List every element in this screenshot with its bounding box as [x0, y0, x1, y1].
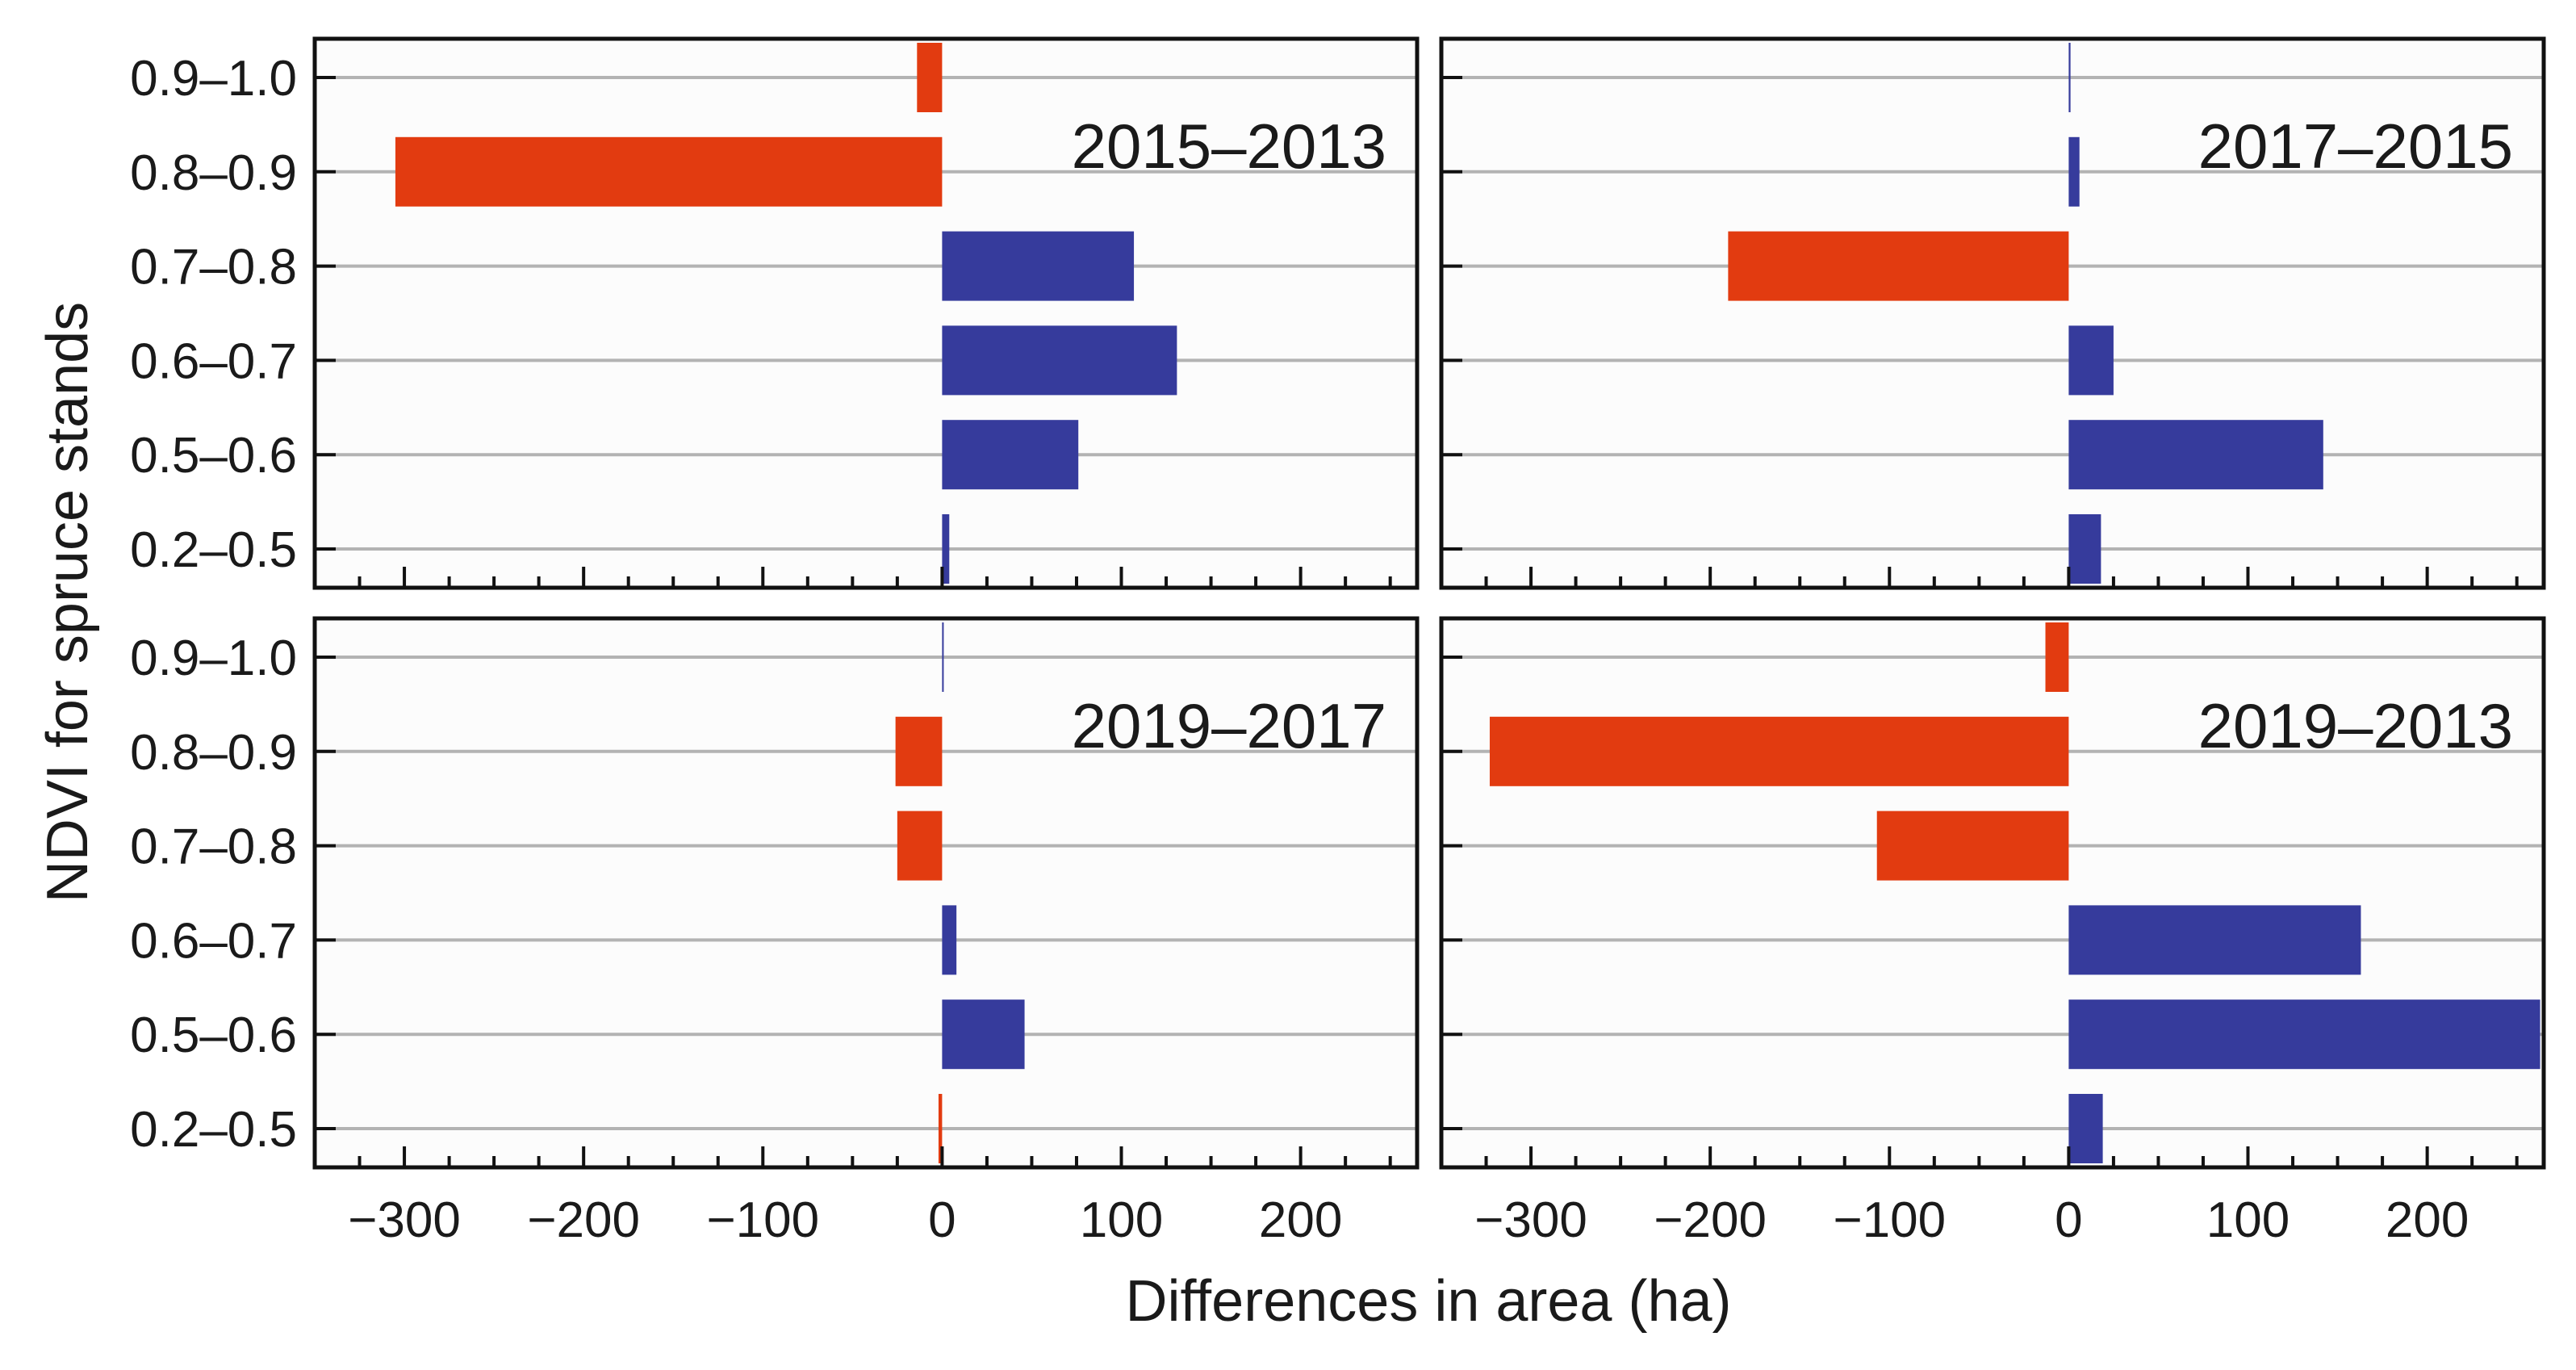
bar	[917, 43, 943, 112]
bar	[2068, 1094, 2103, 1163]
panel-title: 2019–2013	[2198, 690, 2513, 761]
bar	[942, 231, 1135, 301]
x-tick-label: 100	[1080, 1192, 1163, 1248]
x-tick-label: 0	[2055, 1192, 2082, 1248]
y-tick-label: 0.9–1.0	[130, 631, 297, 686]
bar	[2068, 136, 2080, 207]
axis-ticks	[313, 656, 1392, 1167]
panel-top-right: 2017–2015	[1439, 36, 2546, 590]
y-tick-labels: 0.9–1.0 0.8–0.9 0.7–0.8 0.6–0.7 0.5–0.6 0.2–0…	[130, 51, 297, 578]
bar	[2068, 325, 2114, 396]
x-tick-label: 0	[928, 1192, 956, 1248]
bar	[942, 905, 957, 975]
panel-title: 2017–2015	[2198, 111, 2513, 182]
y-tick-label: 0.2–0.5	[130, 1102, 297, 1158]
x-tick-label: −100	[1833, 1192, 1946, 1248]
axis-ticks	[1440, 76, 2519, 588]
plot-area	[315, 39, 1417, 588]
x-axis-title: Differences in area (ha)	[1125, 1269, 1731, 1334]
bar	[2068, 999, 2540, 1070]
x-tick-label: 200	[2386, 1192, 2469, 1248]
bar	[395, 136, 943, 207]
y-tick-label: 0.2–0.5	[130, 522, 297, 578]
y-tick-label: 0.9–1.0	[130, 51, 297, 107]
panel-title: 2015–2013	[1072, 111, 1386, 182]
bar	[895, 716, 943, 786]
gridlines	[315, 76, 1417, 551]
x-tick-label: −200	[527, 1192, 640, 1248]
axis-ticks	[313, 76, 1392, 588]
plot-frame	[312, 616, 1420, 1170]
x-tick-label: 100	[2206, 1192, 2290, 1248]
bar	[942, 622, 944, 692]
plot-frame	[312, 36, 1420, 590]
y-tick-label: 0.8–0.9	[130, 725, 297, 781]
x-tick-label: −100	[706, 1192, 819, 1248]
bar	[1489, 716, 2069, 786]
y-tick-label: 0.7–0.8	[130, 819, 297, 875]
bar	[2068, 43, 2071, 112]
panel-top-left: 2015–2013 0.9–1.00.8–0.90.7–0.80.6–0.70.…	[130, 36, 1420, 590]
bar	[897, 811, 943, 881]
panel-title: 2019–2017	[1072, 690, 1386, 761]
bar	[942, 420, 1079, 490]
plot-area	[1441, 39, 2544, 588]
bar	[942, 325, 1177, 396]
x-tick-label: −300	[348, 1192, 461, 1248]
x-tick-label: −300	[1474, 1192, 1587, 1248]
x-tick-labels: −300 −200 −100 0 100 200	[1474, 1192, 2469, 1248]
x-tick-labels: −300 −200 −100 0 100 200	[348, 1192, 1342, 1248]
plot-area	[315, 618, 1417, 1167]
y-tick-label: 0.5–0.6	[130, 428, 297, 484]
bar	[942, 999, 1025, 1070]
bar	[942, 514, 950, 584]
y-tick-label: 0.6–0.7	[130, 913, 297, 969]
panel-bottom-left: 2019–2017 0.9–1.00.8–0.90.7–0.80.6–0.70.…	[130, 616, 1420, 1248]
y-tick-label: 0.6–0.7	[130, 333, 297, 389]
y-tick-label: 0.8–0.9	[130, 145, 297, 201]
bar	[938, 1094, 943, 1163]
y-tick-label: 0.5–0.6	[130, 1008, 297, 1063]
plot-frame	[1439, 616, 2546, 1170]
bars	[1489, 622, 2540, 1163]
x-tick-label: −200	[1654, 1192, 1767, 1248]
y-tick-labels: 0.9–1.0 0.8–0.9 0.7–0.8 0.6–0.7 0.5–0.6 0.2–0…	[130, 631, 297, 1158]
plot-frame	[1439, 36, 2546, 590]
bar	[2068, 514, 2101, 584]
bar	[2045, 622, 2069, 692]
x-tick-label: 200	[1259, 1192, 1342, 1248]
bars	[895, 622, 1025, 1163]
axis-ticks	[1440, 656, 2519, 1167]
bars	[395, 43, 1177, 584]
gridlines	[315, 656, 1417, 1130]
y-axis-title: NDVI for spruce stands	[36, 302, 100, 903]
panel-bottom-right: 2019–2013 −300 −200 −100 0 100 200	[1439, 616, 2546, 1248]
bars	[1728, 43, 2323, 584]
bar	[2068, 420, 2323, 490]
bar	[1728, 231, 2069, 301]
plot-area	[1441, 618, 2544, 1167]
y-tick-label: 0.7–0.8	[130, 240, 297, 295]
bar	[2068, 905, 2361, 975]
bar	[1876, 811, 2069, 881]
